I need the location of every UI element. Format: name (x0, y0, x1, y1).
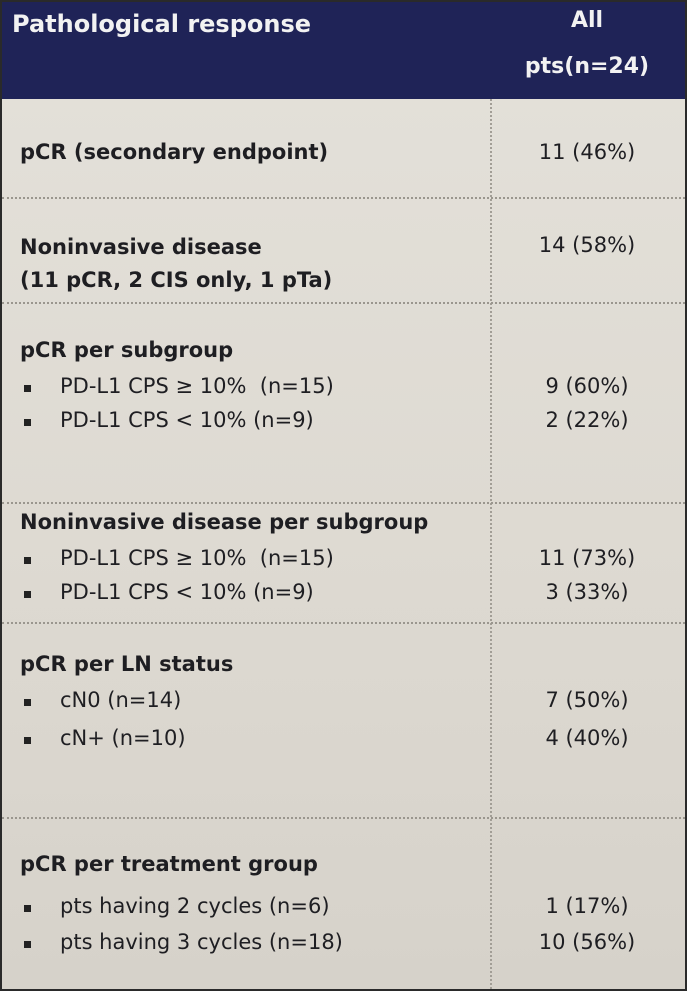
row-label: (11 pCR, 2 CIS only, 1 pTa) (20, 268, 333, 292)
item-label: PD-L1 CPS ≥ 10% (n=15) (60, 546, 334, 570)
bullet (24, 905, 31, 912)
bullet (24, 419, 31, 426)
header-value: pts(n=24) (524, 54, 650, 79)
item-label: pts having 3 cycles (n=18) (60, 930, 343, 954)
row-separator (2, 817, 685, 819)
row-label: pCR per LN status (20, 652, 234, 676)
item-label: PD-L1 CPS ≥ 10% (n=15) (60, 374, 334, 398)
bullet (24, 941, 31, 948)
item-value: 9 (60%) (545, 374, 629, 398)
row-separator (2, 622, 685, 624)
row-separator (2, 302, 685, 304)
item-value: 1 (17%) (545, 894, 629, 918)
bullet (24, 737, 31, 744)
row-separator (2, 197, 685, 199)
row-label: pCR per treatment group (20, 852, 318, 876)
item-value: 2 (22%) (545, 408, 629, 432)
row-label: pCR per subgroup (20, 338, 234, 362)
row-label: pCR (secondary endpoint) (20, 140, 329, 164)
bullet (24, 385, 31, 392)
item-value: 7 (50%) (545, 688, 629, 712)
row-value: 14 (58%) (538, 233, 636, 257)
item-label: PD-L1 CPS < 10% (n=9) (60, 408, 314, 432)
row-value: 11 (46%) (538, 140, 636, 164)
item-value: 4 (40%) (545, 726, 629, 750)
item-value: 3 (33%) (545, 580, 629, 604)
item-label: pts having 2 cycles (n=6) (60, 894, 330, 918)
item-value: 11 (73%) (538, 546, 636, 570)
header-value: All (570, 8, 604, 33)
bullet (24, 557, 31, 564)
item-value: 10 (56%) (538, 930, 636, 954)
table-header: Pathological response All pts(n=24) (2, 2, 685, 99)
item-label: cN0 (n=14) (60, 688, 182, 712)
item-label: cN+ (n=10) (60, 726, 186, 750)
row-separator (2, 502, 685, 504)
bullet (24, 591, 31, 598)
row-label: Noninvasive disease (20, 235, 262, 259)
bullet (24, 699, 31, 706)
column-divider (490, 99, 492, 989)
row-label: Noninvasive disease per subgroup (20, 510, 429, 534)
header-label: Pathological response (12, 10, 312, 38)
item-label: PD-L1 CPS < 10% (n=9) (60, 580, 314, 604)
